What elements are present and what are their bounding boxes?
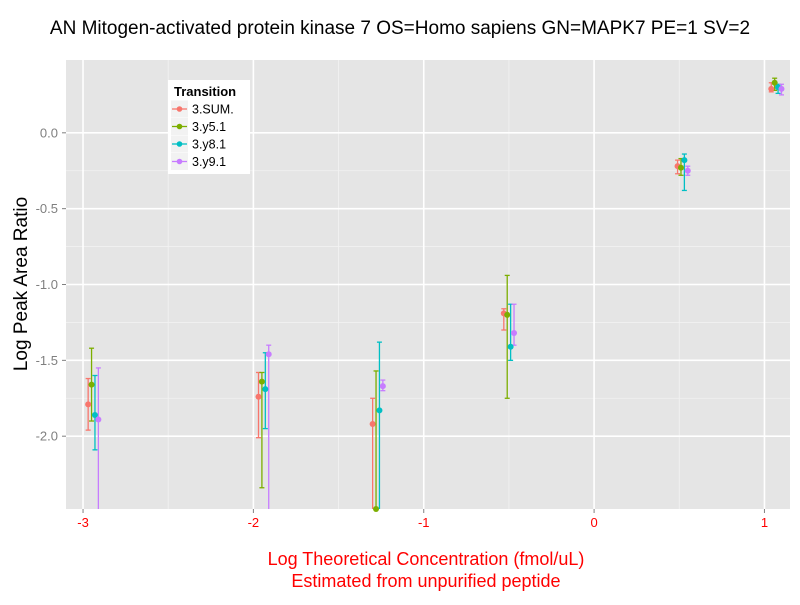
legend-key-point [176,106,183,112]
data-point [95,416,102,423]
data-point [255,393,262,400]
data-point [504,311,511,318]
x-tick-label: -2 [248,515,260,530]
data-point [369,421,376,428]
data-point [771,79,778,86]
y-axis-label: Log Peak Area Ratio [11,197,32,371]
data-point [373,506,380,512]
x-tick-label: -1 [418,515,430,530]
data-point [262,386,269,393]
legend-title: Transition [174,84,236,99]
y-tick-label: 0.0 [40,125,58,140]
data-point [376,407,383,414]
data-point [778,85,785,92]
y-tick-label: -0.5 [36,201,58,216]
data-point [258,378,265,385]
y-tick-label: -2.0 [36,429,58,444]
data-point [88,381,95,388]
legend-label: 3.y8.1 [192,138,226,152]
legend-key-point [176,123,183,130]
data-point [85,401,92,408]
data-point [677,164,684,171]
legend-key-point [176,141,183,147]
legend-label: 3.y9.1 [192,155,226,169]
data-point [511,330,518,337]
data-point [681,157,688,164]
y-tick-label: -1.0 [36,277,58,292]
legend-items: 3.SUM. 3.y5.1 3.y8.1 3.y9.1 [171,100,234,170]
error-bars [85,77,784,509]
x-tick-label: 1 [761,515,768,530]
data-point [379,383,386,390]
data-points [85,79,785,512]
x-axis-label: Log Theoretical Concentration (fmol/uL) [268,549,585,569]
legend-label: 3.SUM. [192,103,234,117]
data-point [265,351,272,358]
x-tick-label: 0 [590,515,597,530]
legend: Transition 3.SUM. 3.y5.1 3.y8.1 3.y9.1 [168,80,250,174]
data-point [684,167,691,174]
data-point [91,411,98,418]
data-point [507,343,514,350]
axis-ticks: -3 -2 -1 0 1 0.0 -0.5 -1.0 -1.5 -2.0 [36,125,768,530]
chart-title: AN Mitogen-activated protein kinase 7 OS… [50,18,750,39]
x-axis-sublabel: Estimated from unpurified peptide [291,571,560,591]
legend-key-point [176,158,183,165]
y-tick-label: -1.5 [36,353,58,368]
legend-label: 3.y5.1 [192,120,226,134]
x-tick-label: -3 [77,515,89,530]
data-point [768,85,775,92]
